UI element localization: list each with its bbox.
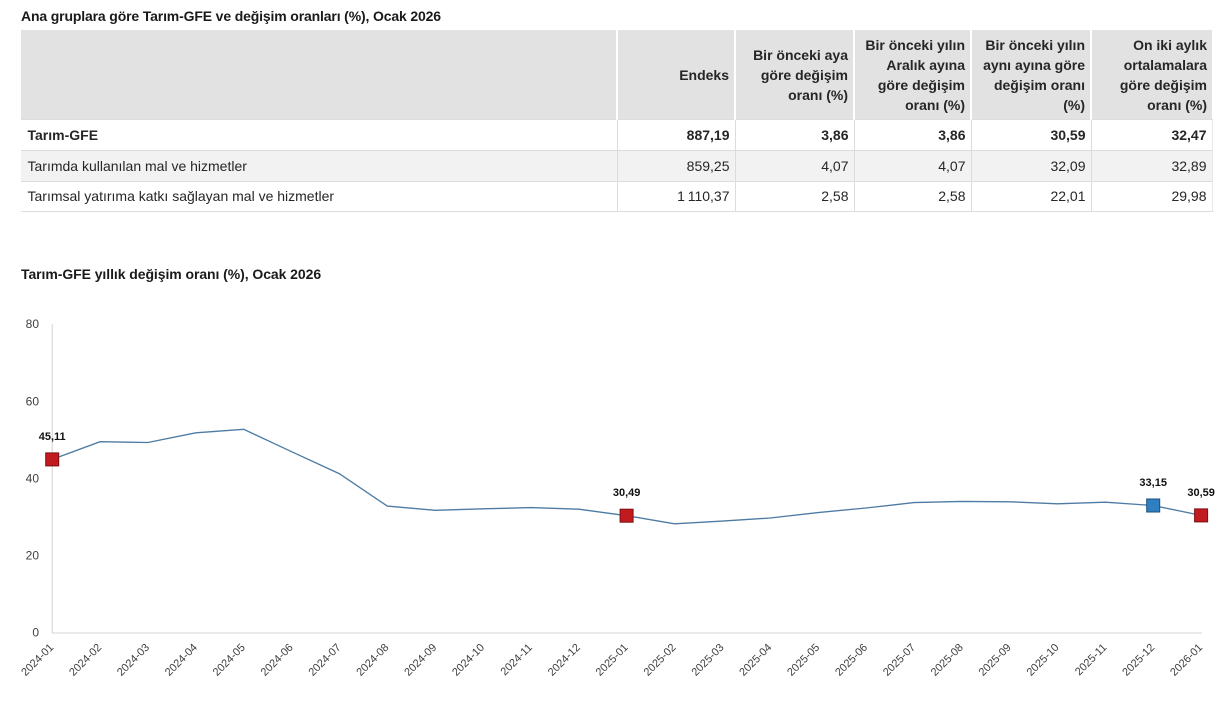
svg-text:30,59: 30,59 [1187,487,1215,499]
svg-text:30,49: 30,49 [613,487,641,499]
svg-text:2025-06: 2025-06 [833,642,870,679]
svg-text:2025-05: 2025-05 [785,642,822,679]
svg-text:33,15: 33,15 [1139,477,1167,489]
svg-text:2025-12: 2025-12 [1120,642,1157,679]
svg-text:40: 40 [26,471,40,485]
svg-text:2025-07: 2025-07 [881,642,918,679]
svg-text:20: 20 [26,549,40,563]
svg-text:2024-06: 2024-06 [259,642,296,679]
svg-text:60: 60 [26,394,40,408]
svg-text:2025-11: 2025-11 [1073,642,1109,678]
svg-text:2024-07: 2024-07 [306,642,343,679]
svg-text:2025-09: 2025-09 [977,642,1014,679]
svg-text:2024-01: 2024-01 [19,642,56,679]
svg-text:2025-01: 2025-01 [594,642,631,679]
svg-text:45,11: 45,11 [39,431,66,443]
svg-text:2024-08: 2024-08 [354,642,391,679]
svg-text:2025-02: 2025-02 [642,642,679,679]
svg-text:2025-10: 2025-10 [1025,642,1062,679]
svg-text:2024-09: 2024-09 [402,642,439,679]
svg-text:2025-04: 2025-04 [737,642,774,679]
svg-text:2025-08: 2025-08 [929,642,966,679]
svg-text:2024-10: 2024-10 [450,642,487,679]
svg-text:2024-12: 2024-12 [546,642,583,679]
svg-text:0: 0 [32,626,39,640]
svg-text:2026-01: 2026-01 [1168,642,1205,679]
svg-text:2024-11: 2024-11 [499,642,535,678]
svg-text:2025-03: 2025-03 [689,642,726,679]
svg-text:2024-05: 2024-05 [211,642,248,679]
svg-text:2024-04: 2024-04 [163,642,200,679]
svg-text:80: 80 [26,317,40,331]
svg-text:2024-03: 2024-03 [115,642,152,679]
svg-text:2024-02: 2024-02 [67,642,104,679]
